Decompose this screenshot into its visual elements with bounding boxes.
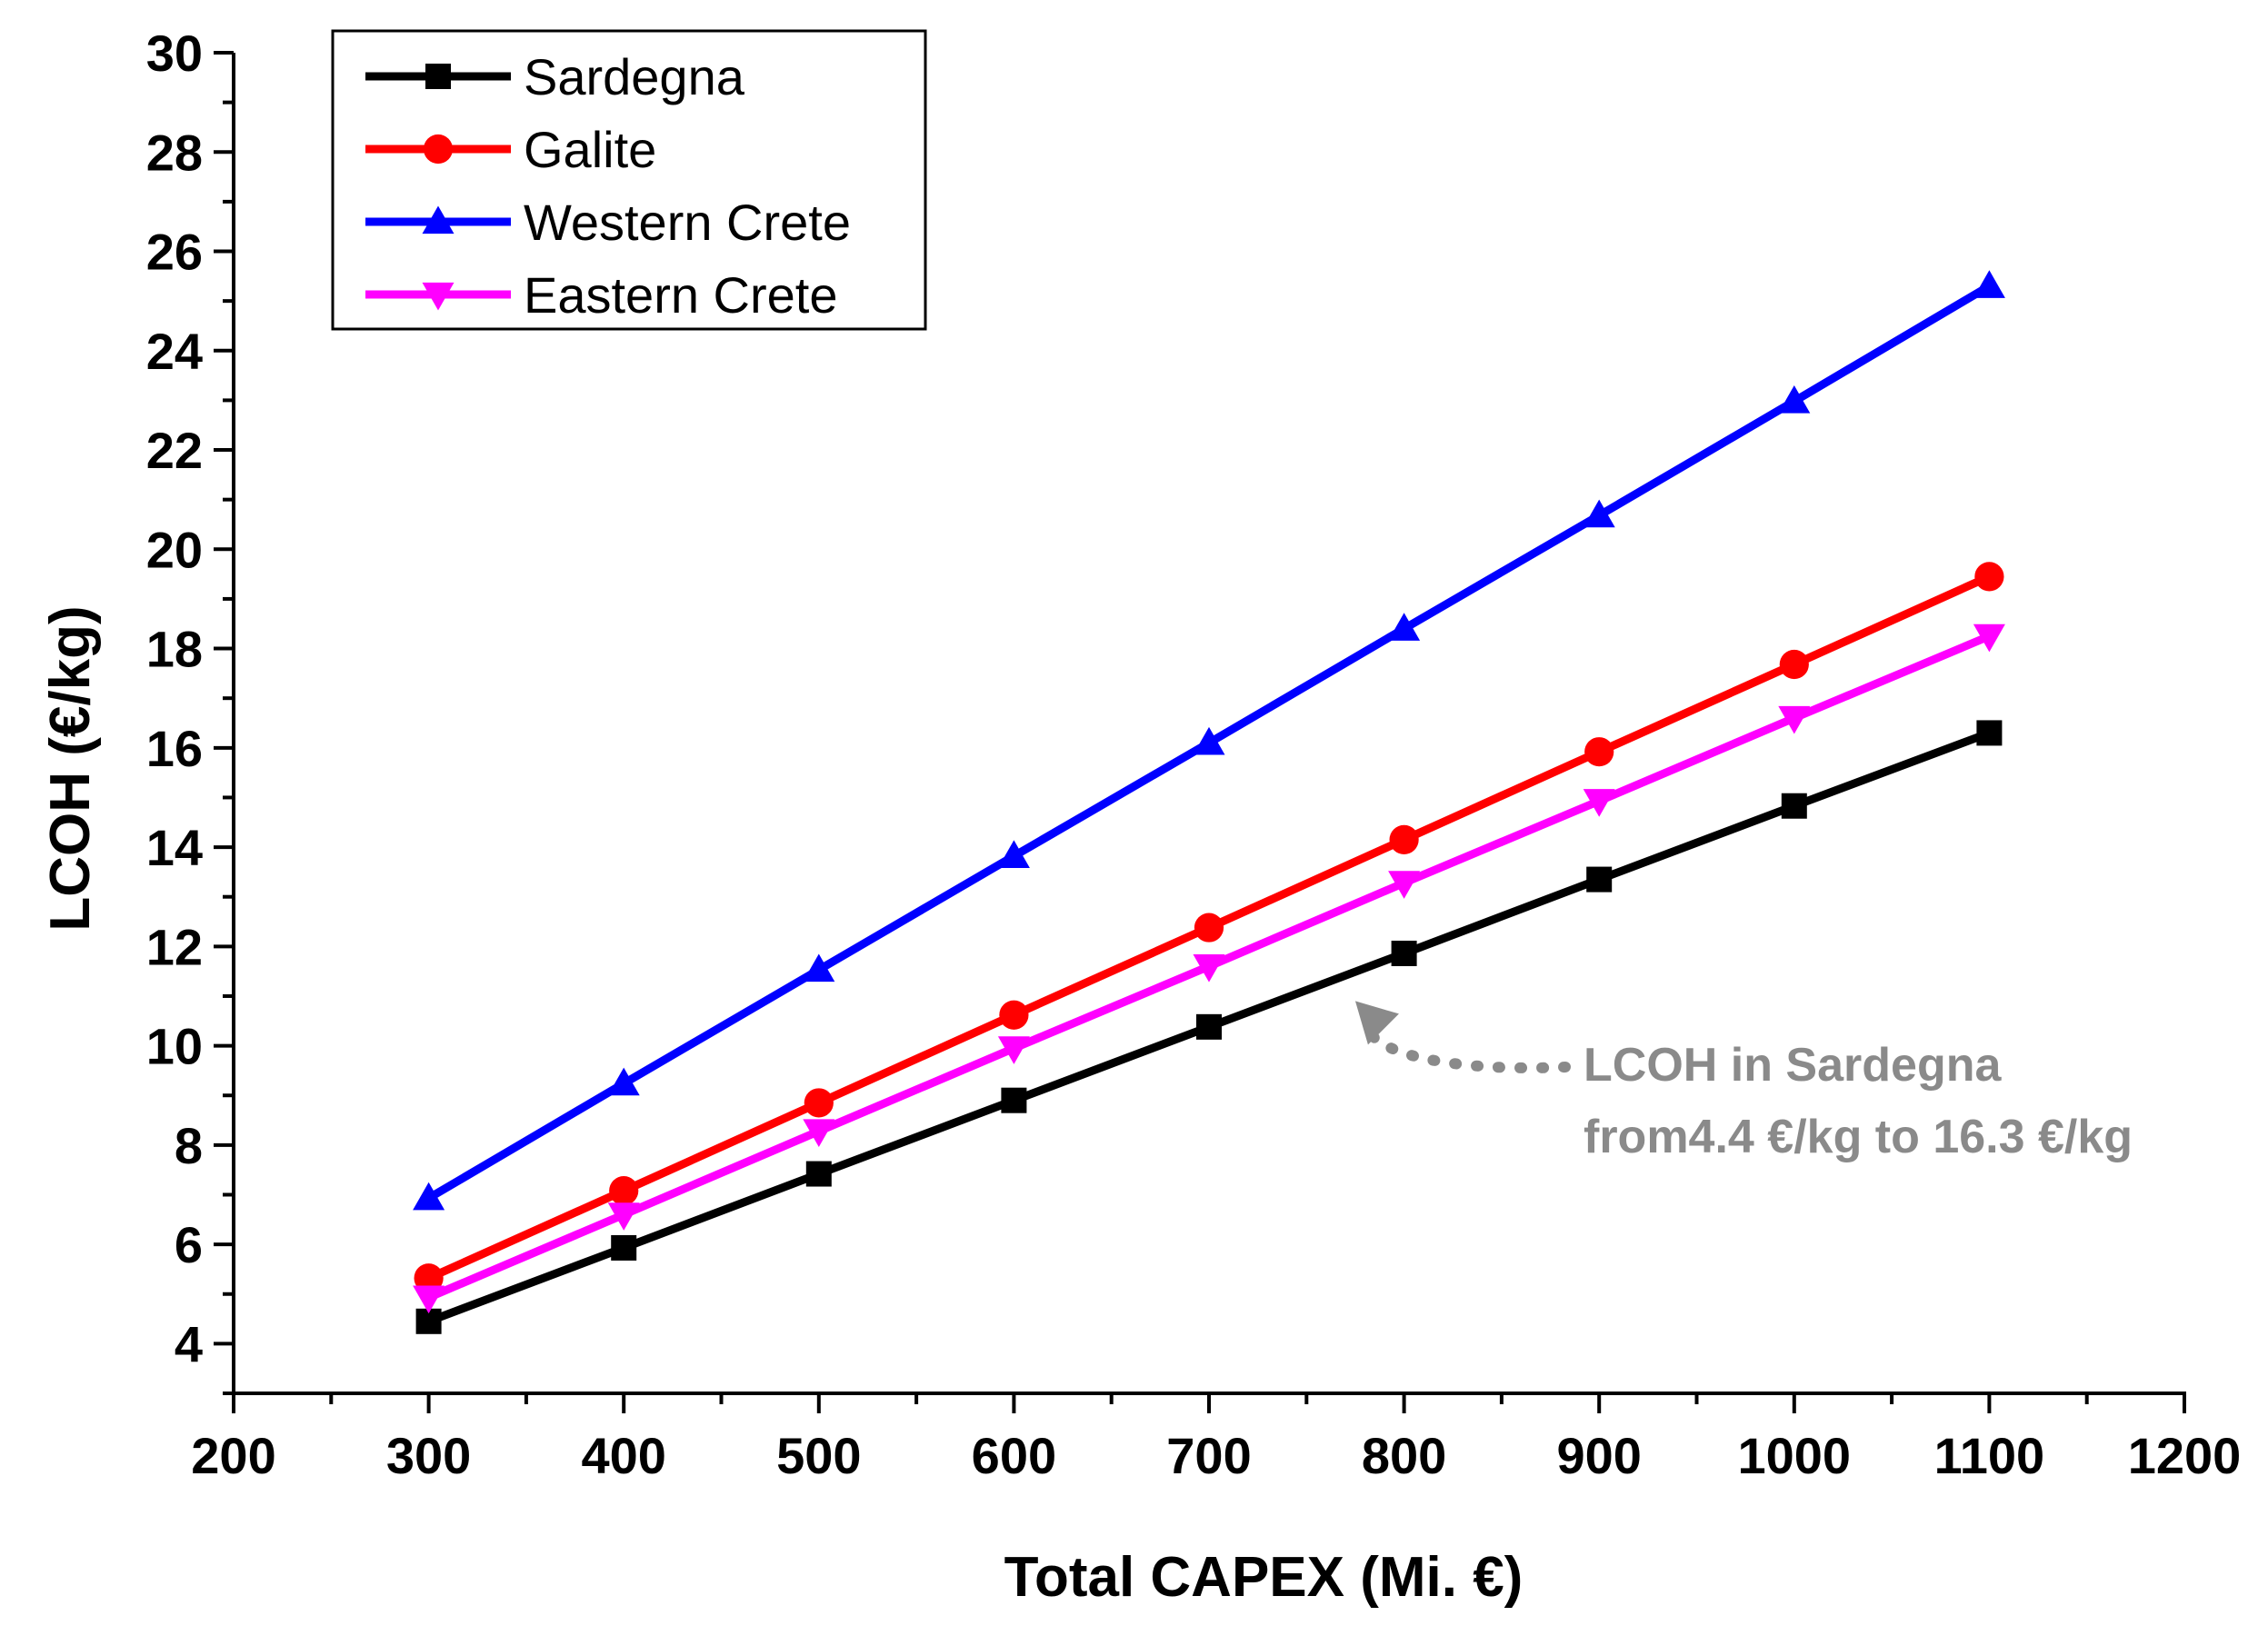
x-tick-label: 500	[776, 1427, 861, 1484]
legend-label: Sardegna	[524, 48, 745, 105]
data-point	[1778, 705, 1811, 734]
annotation-arrow-line	[1367, 1031, 1571, 1073]
series-galite	[414, 562, 2004, 1293]
data-point	[997, 1036, 1030, 1064]
legend-marker	[423, 134, 454, 165]
series-sardegna	[415, 720, 2003, 1334]
data-point	[1001, 1087, 1027, 1113]
legend-label: Eastern Crete	[524, 266, 838, 324]
data-point	[1778, 385, 1811, 414]
data-point	[1976, 720, 2003, 746]
x-tick-label: 200	[191, 1427, 275, 1484]
annotation: LCOH in Sardegna from4.4 €/kg to 16.3 €/…	[1354, 1001, 2133, 1163]
data-point	[999, 1000, 1029, 1030]
legend: Sardegna Galite Western Crete Eastern Crete	[331, 29, 927, 331]
y-tick-label: 28	[146, 124, 203, 181]
data-point	[1388, 613, 1421, 641]
x-axis-title: Total CAPEX (Mi. €)	[1004, 1546, 1524, 1609]
data-point	[1193, 726, 1225, 755]
series-eastern-crete	[413, 623, 2005, 1314]
legend-marker	[422, 205, 455, 234]
data-point	[413, 1182, 445, 1211]
annotation-text-line-1: LCOH in Sardegna	[1584, 1039, 2002, 1092]
data-point	[1388, 871, 1421, 899]
x-tick-label: 600	[972, 1427, 1056, 1484]
data-point	[413, 1285, 445, 1314]
data-point	[1973, 270, 2005, 298]
data-point	[414, 1263, 444, 1293]
data-point	[1973, 623, 2005, 653]
legend-label: Galite	[524, 121, 656, 178]
legend-marker	[422, 282, 455, 311]
y-tick-label: 16	[146, 720, 203, 777]
data-point	[1779, 649, 1809, 680]
data-point	[1196, 1013, 1222, 1040]
data-point	[1781, 793, 1807, 819]
y-tick-label: 10	[146, 1018, 203, 1075]
legend-item: Eastern Crete	[365, 266, 838, 324]
data-point	[1586, 866, 1613, 893]
y-tick-label: 6	[175, 1216, 203, 1273]
data-point	[1583, 499, 1615, 528]
data-point	[1389, 824, 1419, 854]
data-point	[1194, 913, 1224, 943]
data-point	[1391, 940, 1417, 966]
x-tick-label: 300	[386, 1427, 471, 1484]
y-tick-label: 8	[175, 1117, 203, 1174]
x-tick-label: 1100	[1934, 1427, 2045, 1484]
data-point	[607, 1202, 640, 1231]
data-point	[803, 1119, 835, 1148]
x-tick-label: 900	[1556, 1427, 1641, 1484]
x-tick-label: 1000	[1738, 1427, 1852, 1484]
annotation-text-line-2: from4.4 €/kg to 16.3 €/kg	[1584, 1111, 2133, 1163]
data-point	[805, 1161, 832, 1187]
data-point	[1974, 562, 2004, 592]
x-tick-label: 400	[581, 1427, 665, 1484]
data-point	[997, 840, 1030, 869]
x-tick-label: 1200	[2128, 1427, 2242, 1484]
data-point	[803, 953, 835, 983]
legend-label: Western Crete	[524, 194, 851, 251]
y-axis-title: LCOH (€/kg)	[39, 605, 102, 931]
data-point	[1193, 954, 1225, 983]
legend-item: Western Crete	[365, 194, 851, 251]
y-tick-label: 30	[146, 25, 203, 82]
series-layer	[413, 270, 2005, 1334]
legend-marker	[425, 64, 451, 89]
data-point	[609, 1176, 639, 1206]
data-point	[804, 1088, 834, 1118]
y-tick-label: 24	[146, 323, 203, 380]
data-point	[607, 1067, 640, 1096]
y-tick-label: 14	[146, 819, 203, 876]
data-point	[1584, 737, 1614, 767]
y-tick-label: 26	[146, 224, 203, 281]
y-tick-label: 20	[146, 521, 203, 578]
axes: 4 6 8 10 12 14 16 18 20 22 24 26 28 30 200 300 400 500 600…	[146, 25, 2242, 1484]
series-western-crete	[413, 270, 2005, 1211]
data-point	[1583, 789, 1615, 817]
annotation-arrow-head	[1354, 1001, 1399, 1045]
y-tick-label: 12	[146, 918, 203, 975]
y-tick-label: 4	[175, 1315, 203, 1372]
x-tick-label: 800	[1362, 1427, 1446, 1484]
legend-item: Sardegna	[365, 48, 745, 105]
x-tick-label: 700	[1166, 1427, 1251, 1484]
data-point	[611, 1234, 637, 1261]
y-tick-label: 22	[146, 422, 203, 479]
legend-item: Galite	[365, 121, 656, 178]
y-tick-label: 18	[146, 621, 203, 678]
